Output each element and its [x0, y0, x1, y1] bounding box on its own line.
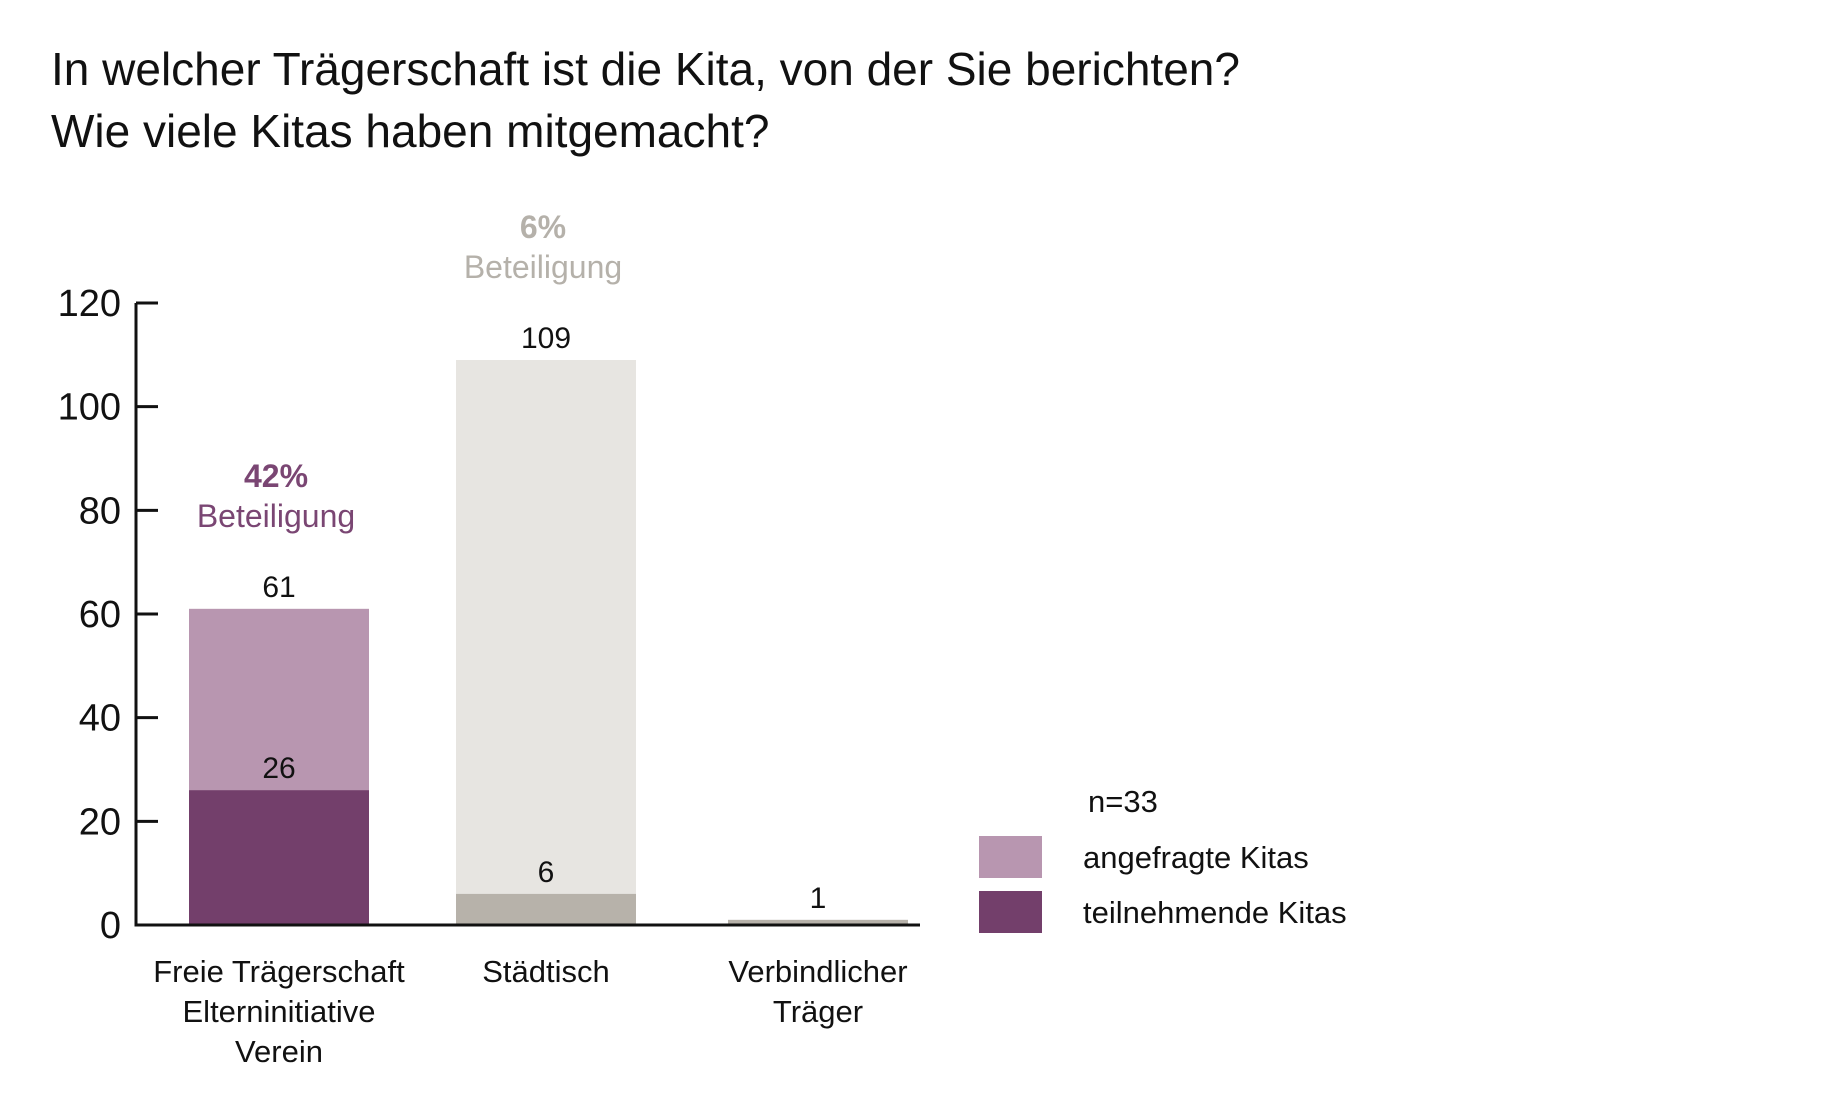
value-labels: 61 109 1 26 6 42% Beteiligung 6% Beteiligung: [197, 209, 827, 915]
legend: n=33 angefragte Kitas teilnehmende Kitas: [979, 784, 1347, 933]
chart-title: In welcher Trägerschaft ist die Kita, vo…: [51, 38, 1240, 162]
participation-label-1: Beteiligung: [464, 249, 622, 285]
y-tick-label-100: 100: [58, 387, 121, 429]
legend-note: n=33: [1088, 784, 1158, 819]
bar-teilnehmende-1: [456, 893, 636, 925]
value-label-teilnehmende-1: 6: [538, 856, 555, 889]
legend-label-0: angefragte Kitas: [1083, 840, 1309, 875]
value-label-angefragte-2: 1: [810, 882, 827, 915]
x-category-label-0-line-1: Elterninitiative: [183, 994, 376, 1029]
x-category-label-2: Verbindlicher Träger: [728, 954, 907, 1029]
y-tick-label-20: 20: [79, 801, 121, 843]
chart-title-line-2: Wie viele Kitas haben mitgemacht?: [51, 105, 770, 157]
x-category-label-2-line-0: Verbindlicher: [728, 954, 907, 989]
legend-swatch-0: [979, 836, 1042, 878]
participation-label-0: Beteiligung: [197, 498, 355, 534]
value-label-angefragte-0: 61: [262, 571, 295, 604]
legend-label-1: teilnehmende Kitas: [1083, 895, 1347, 930]
chart-title-line-1: In welcher Trägerschaft ist die Kita, vo…: [51, 43, 1240, 95]
bars: [189, 360, 908, 925]
axes: 0 20 40 60 80 100 120 Freie Trägerschaft Elterni…: [58, 283, 920, 1069]
y-tick-label-120: 120: [58, 283, 121, 325]
x-category-label-1-line-0: Städtisch: [482, 954, 610, 989]
y-tick-label-80: 80: [79, 490, 121, 532]
participation-percent-0: 42%: [244, 458, 308, 494]
value-label-teilnehmende-0: 26: [262, 752, 295, 785]
y-tick-label-40: 40: [79, 698, 121, 740]
x-category-label-0-line-2: Verein: [235, 1034, 323, 1069]
x-category-label-0: Freie Trägerschaft Elterninitiative Verein: [153, 954, 405, 1069]
value-label-angefragte-1: 109: [521, 322, 571, 355]
legend-swatch-1: [979, 891, 1042, 933]
y-tick-label-0: 0: [100, 905, 121, 947]
x-category-label-0-line-0: Freie Trägerschaft: [153, 954, 405, 989]
y-tick-label-60: 60: [79, 594, 121, 636]
x-category-label-2-line-1: Träger: [773, 994, 863, 1029]
bar-angefragte-2: [728, 919, 908, 925]
bar-angefragte-1: [456, 360, 636, 925]
participation-percent-1: 6%: [520, 209, 566, 245]
bar-teilnehmende-0: [189, 790, 369, 925]
x-category-label-1: Städtisch: [482, 954, 610, 989]
